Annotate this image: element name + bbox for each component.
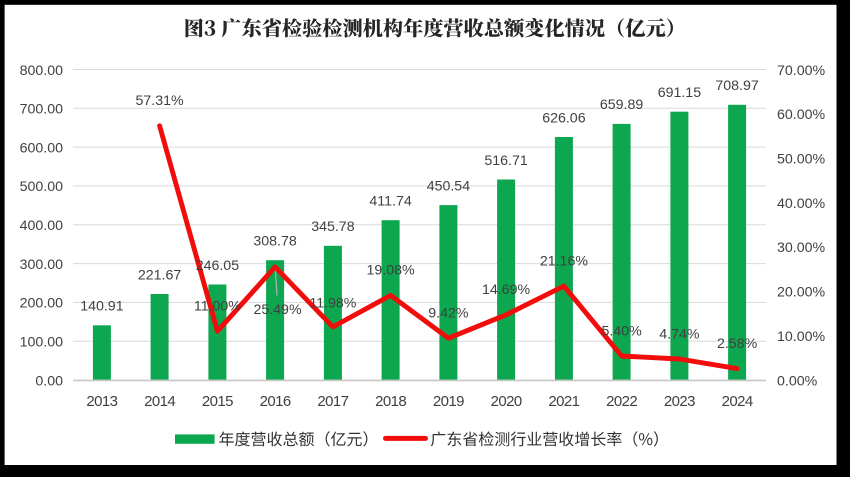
svg-text:57.31%: 57.31% [136, 93, 185, 109]
svg-text:516.71: 516.71 [484, 153, 528, 169]
svg-text:9.42%: 9.42% [428, 306, 469, 322]
svg-text:14.69%: 14.69% [482, 282, 531, 298]
svg-text:40.00%: 40.00% [777, 196, 826, 212]
svg-text:2.58%: 2.58% [717, 336, 758, 352]
svg-text:691.15: 691.15 [658, 85, 702, 101]
svg-text:2020: 2020 [491, 393, 522, 410]
svg-text:2022: 2022 [606, 393, 637, 410]
svg-text:246.05: 246.05 [196, 258, 240, 274]
svg-text:700.00: 700.00 [20, 102, 64, 118]
svg-text:2021: 2021 [548, 393, 579, 410]
svg-text:400.00: 400.00 [20, 218, 64, 234]
svg-text:800.00: 800.00 [20, 63, 64, 79]
svg-text:2019: 2019 [433, 393, 464, 410]
svg-text:2018: 2018 [375, 393, 406, 410]
svg-text:221.67: 221.67 [138, 267, 182, 283]
svg-text:10.00%: 10.00% [777, 329, 826, 345]
svg-text:2024: 2024 [722, 393, 753, 410]
svg-text:2016: 2016 [260, 393, 291, 410]
svg-text:450.54: 450.54 [427, 178, 471, 194]
svg-text:140.91: 140.91 [80, 299, 124, 315]
svg-text:70.00%: 70.00% [777, 63, 826, 79]
svg-text:100.00: 100.00 [20, 335, 64, 351]
svg-text:25.49%: 25.49% [253, 302, 302, 318]
svg-text:2023: 2023 [664, 393, 695, 410]
svg-text:411.74: 411.74 [369, 194, 411, 210]
svg-text:345.78: 345.78 [311, 219, 355, 235]
svg-text:300.00: 300.00 [20, 257, 64, 273]
svg-text:708.97: 708.97 [715, 78, 759, 94]
svg-text:2014: 2014 [144, 393, 175, 410]
svg-text:0.00: 0.00 [35, 373, 63, 389]
svg-text:2017: 2017 [317, 393, 348, 410]
svg-text:0.00%: 0.00% [777, 373, 818, 389]
svg-text:11.98%: 11.98% [309, 295, 356, 311]
svg-text:50.00%: 50.00% [777, 152, 826, 168]
svg-text:5.40%: 5.40% [601, 323, 642, 339]
svg-text:21.16%: 21.16% [540, 253, 589, 269]
svg-text:20.00%: 20.00% [777, 285, 826, 301]
svg-text:60.00%: 60.00% [777, 107, 826, 123]
svg-text:659.89: 659.89 [600, 97, 644, 113]
svg-text:600.00: 600.00 [20, 140, 64, 156]
svg-text:500.00: 500.00 [20, 179, 64, 195]
svg-text:2015: 2015 [202, 393, 233, 410]
svg-text:308.78: 308.78 [253, 234, 297, 250]
svg-text:4.74%: 4.74% [659, 326, 700, 342]
svg-text:11.00%: 11.00% [194, 299, 241, 315]
svg-text:30.00%: 30.00% [777, 240, 826, 256]
svg-text:19.08%: 19.08% [367, 263, 416, 279]
svg-text:626.06: 626.06 [542, 110, 586, 126]
svg-text:200.00: 200.00 [20, 296, 64, 312]
svg-text:2013: 2013 [86, 393, 117, 410]
